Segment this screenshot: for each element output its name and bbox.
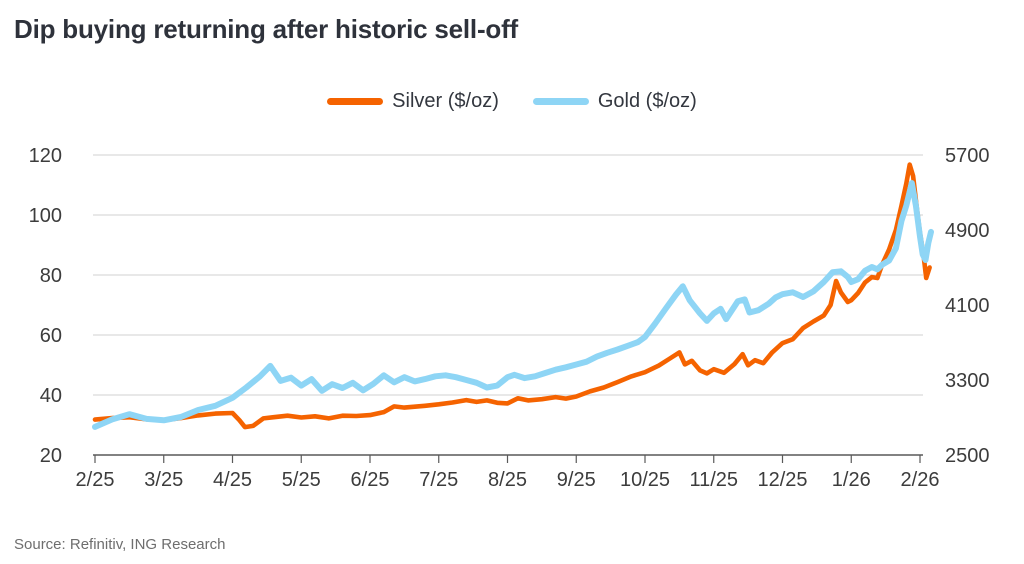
legend-item-silver: Silver ($/oz) [327, 90, 499, 113]
x-tick-label: 6/25 [351, 469, 390, 491]
chart-title: Dip buying returning after historic sell… [14, 14, 519, 44]
left-tick-label: 20 [40, 445, 62, 467]
x-tick-label: 5/25 [282, 469, 321, 491]
right-tick-label: 2500 [945, 445, 990, 467]
x-tick-label: 8/25 [488, 469, 527, 491]
x-tick-label: 2/25 [76, 469, 115, 491]
left-axis-labels: 20 40 60 80 100 120 [29, 145, 62, 467]
legend-label-gold: Gold ($/oz) [597, 90, 697, 112]
legend-item-gold: Gold ($/oz) [532, 90, 697, 113]
x-axis: 2/25 3/25 4/25 5/25 6/25 7/25 8/25 9/25 10/25 11/… [76, 454, 940, 491]
silver-line-swatch [327, 98, 384, 105]
right-tick-label: 3300 [945, 370, 990, 392]
silver-line [92, 162, 932, 430]
left-tick-label: 120 [29, 145, 62, 167]
gold-line [92, 180, 934, 430]
x-tick-label: 3/25 [144, 469, 183, 491]
x-tick-label: 12/25 [757, 469, 807, 491]
legend-label-silver: Silver ($/oz) [392, 90, 499, 112]
legend: Silver ($/oz) Gold ($/oz) [0, 90, 1024, 113]
right-axis-labels: 2500 3300 4100 4900 5700 [945, 145, 990, 467]
x-tick-label: 2/26 [901, 469, 940, 491]
x-tick-label: 7/25 [419, 469, 458, 491]
left-tick-label: 40 [40, 385, 62, 407]
left-tick-label: 100 [29, 205, 62, 227]
x-tick-label: 10/25 [620, 469, 670, 491]
gold-line-swatch [532, 98, 589, 105]
x-tick-label: 1/26 [832, 469, 871, 491]
left-tick-label: 60 [40, 325, 62, 347]
right-tick-label: 4900 [945, 220, 990, 242]
gridlines [93, 154, 923, 396]
right-tick-label: 4100 [945, 295, 990, 317]
source-note: Source: Refinitiv, ING Research [14, 536, 226, 553]
right-tick-label: 5700 [945, 145, 990, 167]
x-tick-label: 4/25 [213, 469, 252, 491]
x-tick-label: 9/25 [557, 469, 596, 491]
x-tick-label: 11/25 [689, 469, 738, 491]
left-tick-label: 80 [40, 265, 62, 287]
